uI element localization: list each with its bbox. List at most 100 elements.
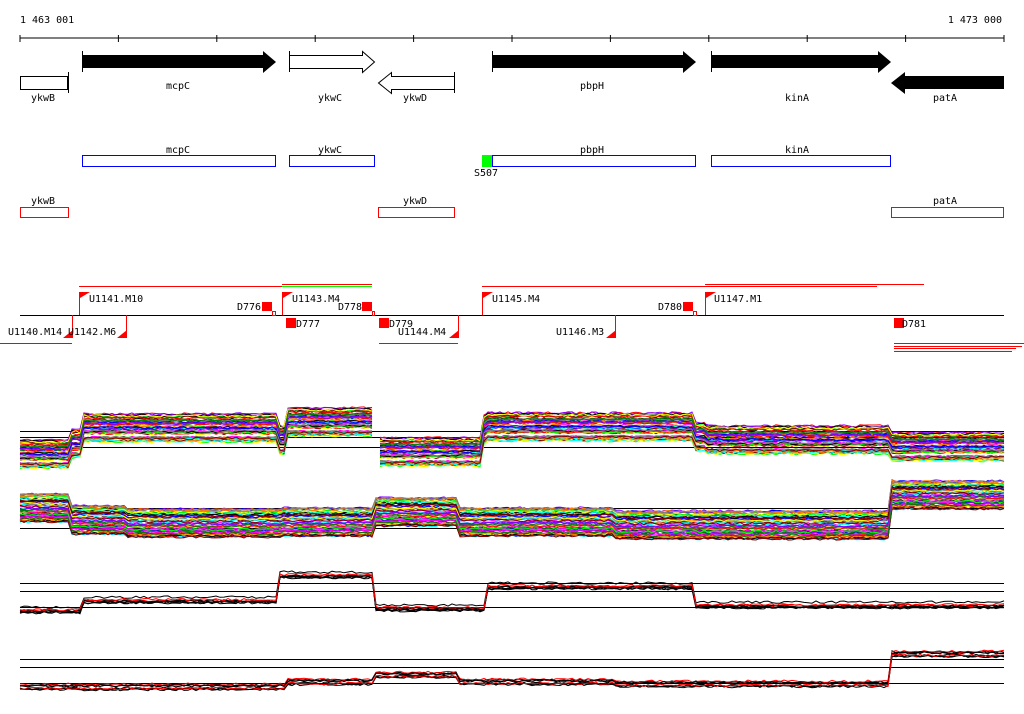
feature-label: mcpC: [166, 145, 190, 156]
gene-label: patA: [933, 93, 957, 104]
gene-ykwC[interactable]: ykwC: [289, 50, 376, 104]
upshift-label: U1142.M6: [68, 327, 116, 338]
upshift-U1145.M4[interactable]: U1145.M4: [482, 292, 541, 315]
feature-box-ykwD[interactable]: [378, 207, 455, 218]
profile-line: [19, 574, 1004, 613]
profile-line: [19, 653, 1005, 691]
profile-line: [19, 423, 1005, 459]
downshift-label: D780: [658, 302, 682, 313]
profile-line: [19, 493, 1004, 528]
profile-line: [19, 408, 1005, 444]
downshift-label: D781: [902, 319, 926, 330]
downshift-label: D777: [296, 319, 320, 330]
feature-box-pbpH[interactable]: [492, 155, 696, 167]
gene-label: pbpH: [580, 81, 604, 92]
feature-box-kinA[interactable]: [711, 155, 891, 167]
gene-track: ykwB mcpC ykwC ykwD pbpH: [20, 50, 1004, 104]
profile-line: [20, 654, 1004, 692]
upshift-label: U1145.M4: [492, 294, 540, 305]
ruler-end-label: 1 473 000: [948, 15, 1002, 26]
profile-line: [19, 499, 1004, 533]
profile-line: [19, 507, 1005, 541]
upshift-U1146.M3[interactable]: U1146.M3: [556, 315, 616, 338]
profile-line: [19, 504, 1005, 539]
downshift-D776[interactable]: D776: [237, 302, 276, 316]
profile-line: [19, 651, 1005, 688]
profile-line: [19, 483, 1005, 517]
gene-kinA[interactable]: kinA: [711, 51, 891, 104]
green-feature-label: S507: [474, 168, 498, 179]
feature-label: ykwC: [318, 145, 342, 156]
feature-label: ykwB: [31, 196, 55, 207]
downshift-label: D778: [338, 302, 362, 313]
downshift-D780[interactable]: D780: [658, 302, 697, 316]
feature-box-mcpC[interactable]: [82, 155, 276, 167]
profile-line: [19, 479, 1005, 514]
upshift-label: U1144.M4: [398, 327, 446, 338]
profile-line: [19, 570, 1005, 609]
upshift-label: U1140.M14: [8, 327, 62, 338]
panel-4: [19, 649, 1005, 692]
feature-label: patA: [933, 196, 957, 207]
profile-line: [19, 486, 1005, 520]
upshift-U1147.M1[interactable]: U1147.M1: [705, 292, 763, 315]
panel-3: [19, 570, 1005, 615]
upshift-label: U1143.M4: [292, 294, 340, 305]
upshift-U1144.M4[interactable]: U1144.M4: [398, 315, 459, 338]
blue-feature-track: mcpC ykwC S507 pbpH kinA: [82, 145, 891, 179]
profile-line: [19, 415, 1005, 452]
feature-label: kinA: [785, 145, 809, 156]
downshift-label: D776: [237, 302, 261, 313]
red-feature-track: ykwB ykwD patA: [20, 196, 1004, 218]
downshift-D779[interactable]: D779: [379, 318, 413, 330]
upshift-U1141.M10[interactable]: U1141.M10: [79, 292, 144, 315]
profile-line: [19, 650, 1005, 688]
gene-pbpH[interactable]: pbpH: [492, 51, 696, 92]
profile-line: [19, 484, 1005, 518]
gene-label: kinA: [785, 93, 809, 104]
panel-1: [19, 406, 1005, 470]
feature-label: ykwD: [403, 196, 427, 207]
downshift-D778[interactable]: D778: [338, 302, 375, 316]
profile-line: [19, 572, 1005, 612]
upshift-U1140.M14[interactable]: U1140.M14: [8, 315, 73, 338]
green-feature-box[interactable]: [482, 155, 492, 167]
profile-line: [19, 412, 1005, 448]
gene-patA[interactable]: patA: [891, 72, 1004, 104]
profile-line: [19, 482, 1005, 516]
profile-line: [19, 429, 1005, 465]
profile-line: [19, 420, 1005, 456]
profile-line: [19, 489, 1005, 523]
gene-label: ykwB: [31, 93, 55, 104]
gene-ykwD[interactable]: ykwD: [377, 71, 455, 104]
gene-label: ykwD: [403, 93, 427, 104]
panel-2: [19, 479, 1005, 541]
gene-label: ykwC: [318, 93, 342, 104]
feature-box-ykwB[interactable]: [20, 207, 69, 218]
upshift-U1142.M6[interactable]: U1142.M6: [68, 315, 127, 338]
expression-profile-panels: [19, 406, 1005, 692]
profile-line: [19, 491, 1005, 526]
gene-label: mcpC: [166, 81, 190, 92]
shift-track: U1141.M10 U1143.M4 U1145.M4 U1147.M1 U11…: [0, 284, 1024, 352]
gene-mcpC[interactable]: mcpC: [82, 51, 276, 92]
profile-line: [19, 499, 1005, 534]
feature-box-ykwC[interactable]: [289, 155, 375, 167]
profile-line: [19, 503, 1004, 538]
upshift-label: U1147.M1: [714, 294, 762, 305]
feature-box-patA[interactable]: [891, 207, 1004, 218]
downshift-D781[interactable]: D781: [894, 318, 926, 330]
upshift-label: U1141.M10: [89, 294, 143, 305]
profile-line: [19, 479, 1005, 513]
profile-line: [19, 431, 1004, 466]
profile-line: [20, 494, 1005, 528]
downshift-label: D779: [389, 319, 413, 330]
upshift-U1143.M4[interactable]: U1143.M4: [282, 292, 341, 315]
gene-ykwB[interactable]: ykwB: [20, 72, 69, 104]
coordinate-ruler: 1 463 001 1 473 000: [19, 15, 1005, 42]
upshift-label: U1146.M3: [556, 327, 604, 338]
ruler-start-label: 1 463 001: [20, 15, 74, 26]
feature-label: pbpH: [580, 145, 604, 156]
downshift-D777[interactable]: D777: [286, 318, 320, 330]
